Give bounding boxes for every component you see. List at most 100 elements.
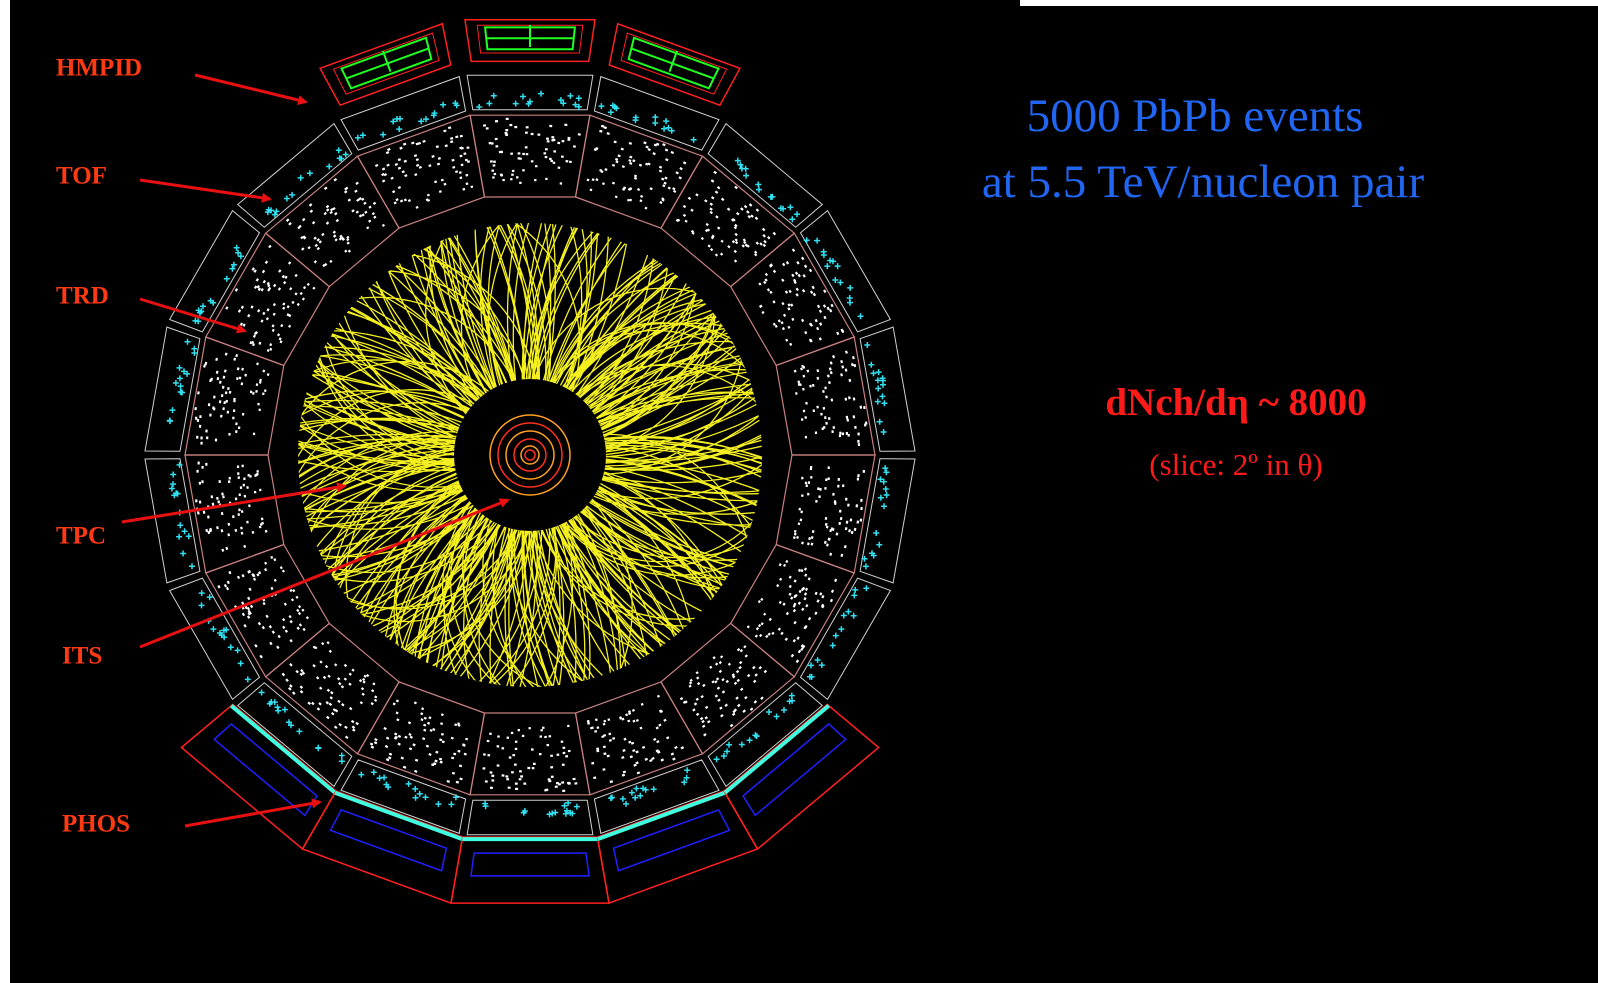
phos-crystals	[213, 723, 318, 817]
hmpid-inner	[332, 32, 440, 95]
background	[10, 6, 1598, 983]
trd-hits	[374, 126, 474, 209]
trd-hits	[792, 466, 865, 558]
label: ITS	[62, 643, 102, 670]
tof-module	[707, 682, 824, 788]
trd-hits	[482, 724, 578, 793]
tof-module	[799, 209, 892, 333]
tof-module	[466, 799, 594, 836]
trd-hits	[746, 559, 838, 664]
detector	[144, 19, 916, 905]
tof-hits	[734, 157, 800, 223]
tof-module	[593, 75, 720, 151]
slice-note: (slice: 2º in θ)	[1149, 447, 1322, 482]
tof-hits	[192, 244, 244, 325]
its-layer	[489, 414, 571, 496]
trd-hits	[195, 461, 268, 552]
trd-hits	[369, 699, 469, 784]
label: HMPID	[56, 55, 142, 82]
tof-hits	[806, 585, 870, 680]
trd-sector	[356, 114, 486, 229]
tof-hits	[607, 767, 691, 807]
label: TPC	[56, 523, 106, 550]
phos-crystals	[470, 852, 590, 877]
trd-hits	[586, 124, 687, 210]
trd-hits	[675, 170, 777, 263]
tof-hits	[198, 590, 251, 683]
phos-crystals	[612, 808, 731, 872]
tof-hits	[598, 102, 697, 143]
tof-hits	[166, 338, 198, 425]
tof-module	[466, 74, 594, 111]
hmpid-inner	[476, 24, 584, 54]
tof-hits	[168, 461, 195, 570]
hmpid-inner	[620, 32, 728, 95]
arrow	[139, 498, 510, 649]
trd-hits	[793, 350, 868, 447]
hmpid-pads	[483, 26, 577, 51]
trd-hits	[586, 694, 685, 784]
tof-module	[593, 759, 720, 835]
its-layer	[520, 445, 540, 465]
its-layer	[524, 449, 536, 461]
tof-module	[168, 209, 261, 333]
tof-module	[859, 326, 916, 452]
tof-module	[707, 122, 824, 228]
trd-hits	[281, 641, 378, 740]
tof-hits	[476, 90, 582, 110]
phos-hits	[334, 790, 463, 841]
tof-hits	[803, 237, 864, 320]
label: PHOS	[62, 811, 130, 838]
hmpid-pads	[627, 36, 720, 90]
phos-crystals	[742, 723, 847, 817]
tof-module	[340, 75, 467, 151]
its-layer	[497, 422, 563, 488]
phos-hits	[723, 704, 831, 795]
trd-hits	[285, 178, 385, 268]
trd-hits	[217, 555, 309, 659]
trd-hits	[758, 248, 845, 346]
tof-hits	[358, 769, 459, 808]
hmpid-module	[319, 22, 452, 107]
hmpid-module	[608, 22, 741, 107]
trd-hits	[679, 645, 768, 737]
hmpid-grid	[668, 50, 679, 72]
tof-module	[340, 759, 467, 835]
tpc-tracks	[298, 223, 762, 687]
multiplicity: dNch/dη ~ 8000	[1105, 381, 1366, 424]
tof-hits	[864, 342, 888, 435]
label: TOF	[56, 163, 107, 190]
its-layer	[513, 438, 547, 472]
tof-hits	[258, 689, 345, 765]
hmpid-pads	[340, 36, 433, 90]
hmpid-grid	[631, 47, 715, 80]
tof-hits	[482, 799, 580, 818]
arrow	[139, 178, 272, 203]
hmpid-module	[464, 19, 596, 63]
tof-module	[799, 577, 892, 701]
tof-hits	[713, 692, 796, 763]
phos-crystals	[329, 808, 448, 872]
tof-module	[236, 122, 353, 228]
tof-module	[144, 458, 201, 584]
arrow	[121, 482, 347, 524]
arrows	[121, 73, 510, 828]
tracks	[298, 223, 762, 687]
tof-module	[236, 682, 353, 788]
hmpid-grid	[345, 47, 429, 80]
hmpid-grid	[381, 50, 392, 72]
tof-hits	[354, 100, 460, 141]
tof-module	[168, 577, 261, 701]
arrow	[194, 73, 308, 105]
label: TRD	[56, 283, 109, 310]
phos-hits	[597, 790, 726, 841]
tof-hits	[264, 147, 349, 218]
its-layer	[505, 430, 555, 480]
trd-hits	[194, 352, 270, 445]
phos-hits	[229, 704, 337, 795]
tpc-hole	[454, 379, 606, 531]
arrow	[139, 297, 247, 334]
title-line: at 5.5 TeV/nucleon pair	[982, 156, 1425, 208]
tof-hits	[861, 465, 890, 570]
